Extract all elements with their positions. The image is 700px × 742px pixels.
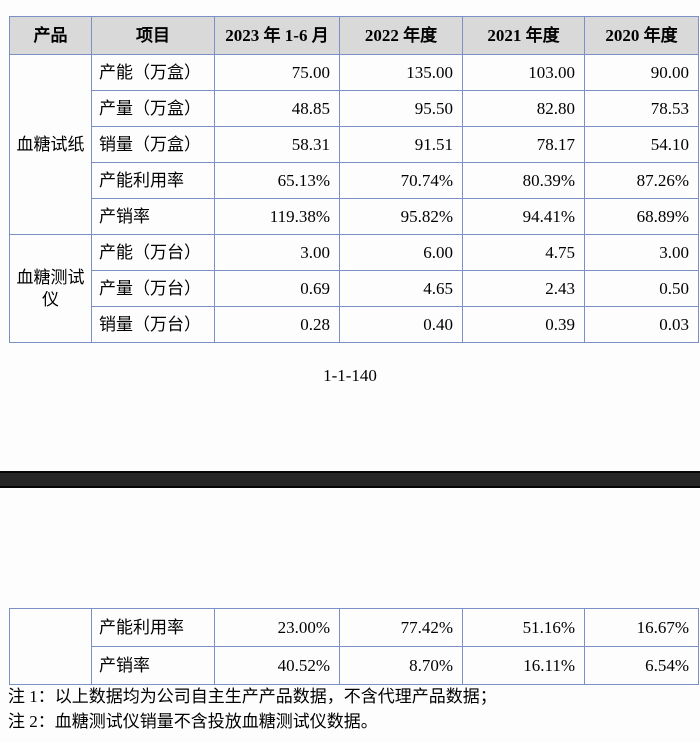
table-row: 产销率 40.52% 8.70% 16.11% 6.54% xyxy=(10,646,699,685)
value-cell: 91.51 xyxy=(339,126,463,163)
value-cell: 3.00 xyxy=(584,234,699,271)
value-cell: 48.85 xyxy=(214,90,340,127)
header-item: 项目 xyxy=(91,16,215,55)
value-cell: 6.00 xyxy=(339,234,463,271)
header-2021: 2021 年度 xyxy=(462,16,585,55)
value-cell: 0.40 xyxy=(339,306,463,343)
footnote-1: 注 1：以上数据均为公司自主生产产品数据，不含代理产品数据； xyxy=(8,687,497,706)
value-cell: 68.89% xyxy=(584,198,699,235)
table-row: 产能利用率 65.13% 70.74% 80.39% 87.26% xyxy=(10,162,699,199)
item-cell: 销量（万盒） xyxy=(91,126,215,163)
item-cell: 产能利用率 xyxy=(91,608,215,647)
value-cell: 90.00 xyxy=(584,54,699,91)
header-2022: 2022 年度 xyxy=(339,16,463,55)
value-cell: 94.41% xyxy=(462,198,585,235)
product-cell-glucose-meter: 血糖测试仪 xyxy=(9,234,92,343)
value-cell: 16.67% xyxy=(584,608,699,647)
value-cell: 8.70% xyxy=(339,646,463,685)
value-cell: 95.50 xyxy=(339,90,463,127)
table-row: 产能利用率 23.00% 77.42% 51.16% 16.67% xyxy=(9,608,699,685)
value-cell: 4.75 xyxy=(462,234,585,271)
header-2023h1: 2023 年 1-6 月 xyxy=(214,16,340,55)
value-cell: 3.00 xyxy=(214,234,340,271)
product-cell-empty xyxy=(9,608,92,685)
item-cell: 产能（万盒） xyxy=(91,54,215,91)
value-cell: 0.50 xyxy=(584,270,699,307)
value-cell: 65.13% xyxy=(214,162,340,199)
table-row: 销量（万台） 0.28 0.40 0.39 0.03 xyxy=(10,306,699,343)
value-cell: 16.11% xyxy=(462,646,585,685)
page-separator-bar xyxy=(0,471,700,488)
item-cell: 产销率 xyxy=(91,646,215,685)
value-cell: 95.82% xyxy=(339,198,463,235)
product-cell-test-strips: 血糖试纸 xyxy=(9,54,92,235)
value-cell: 0.39 xyxy=(462,306,585,343)
value-cell: 0.28 xyxy=(214,306,340,343)
production-sales-table: 产品 项目 2023 年 1-6 月 2022 年度 2021 年度 2020 … xyxy=(9,16,699,343)
value-cell: 40.52% xyxy=(214,646,340,685)
value-cell: 80.39% xyxy=(462,162,585,199)
value-cell: 82.80 xyxy=(462,90,585,127)
table-row: 销量（万盒） 58.31 91.51 78.17 54.10 xyxy=(10,126,699,163)
value-cell: 87.26% xyxy=(584,162,699,199)
item-cell: 销量（万台） xyxy=(91,306,215,343)
value-cell: 54.10 xyxy=(584,126,699,163)
value-cell: 0.69 xyxy=(214,270,340,307)
value-cell: 119.38% xyxy=(214,198,340,235)
table-row: 产量（万盒） 48.85 95.50 82.80 78.53 xyxy=(10,90,699,127)
value-cell: 135.00 xyxy=(339,54,463,91)
item-cell: 产能利用率 xyxy=(91,162,215,199)
value-cell: 70.74% xyxy=(339,162,463,199)
value-cell: 58.31 xyxy=(214,126,340,163)
value-cell: 0.03 xyxy=(584,306,699,343)
value-cell: 23.00% xyxy=(214,608,340,647)
item-cell: 产量（万盒） xyxy=(91,90,215,127)
item-cell: 产能（万台） xyxy=(91,234,215,271)
header-2020: 2020 年度 xyxy=(584,16,699,55)
table-row: 产销率 119.38% 95.82% 94.41% 68.89% xyxy=(10,198,699,235)
value-cell: 51.16% xyxy=(462,608,585,647)
table-header-row: 产品 项目 2023 年 1-6 月 2022 年度 2021 年度 2020 … xyxy=(9,16,699,55)
footnote-2: 注 2：血糖测试仪销量不含投放血糖测试仪数据。 xyxy=(8,712,378,731)
table-row: 血糖测试仪 产能（万台） 3.00 6.00 4.75 3.00 xyxy=(9,234,699,343)
table-row: 血糖试纸 产能（万盒） 75.00 135.00 103.00 90.00 xyxy=(9,54,699,235)
item-cell: 产量（万台） xyxy=(91,270,215,307)
value-cell: 2.43 xyxy=(462,270,585,307)
value-cell: 78.53 xyxy=(584,90,699,127)
table-row: 产量（万台） 0.69 4.65 2.43 0.50 xyxy=(10,270,699,307)
footnotes: 注 1：以上数据均为公司自主生产产品数据，不含代理产品数据； 注 2：血糖测试仪… xyxy=(8,684,698,734)
item-cell: 产销率 xyxy=(91,198,215,235)
continuation-table: 产能利用率 23.00% 77.42% 51.16% 16.67% 产销率 40… xyxy=(9,608,699,685)
value-cell: 78.17 xyxy=(462,126,585,163)
value-cell: 77.42% xyxy=(339,608,463,647)
value-cell: 103.00 xyxy=(462,54,585,91)
value-cell: 6.54% xyxy=(584,646,699,685)
header-product: 产品 xyxy=(9,16,92,55)
page-number: 1-1-140 xyxy=(323,366,377,385)
value-cell: 4.65 xyxy=(339,270,463,307)
value-cell: 75.00 xyxy=(214,54,340,91)
